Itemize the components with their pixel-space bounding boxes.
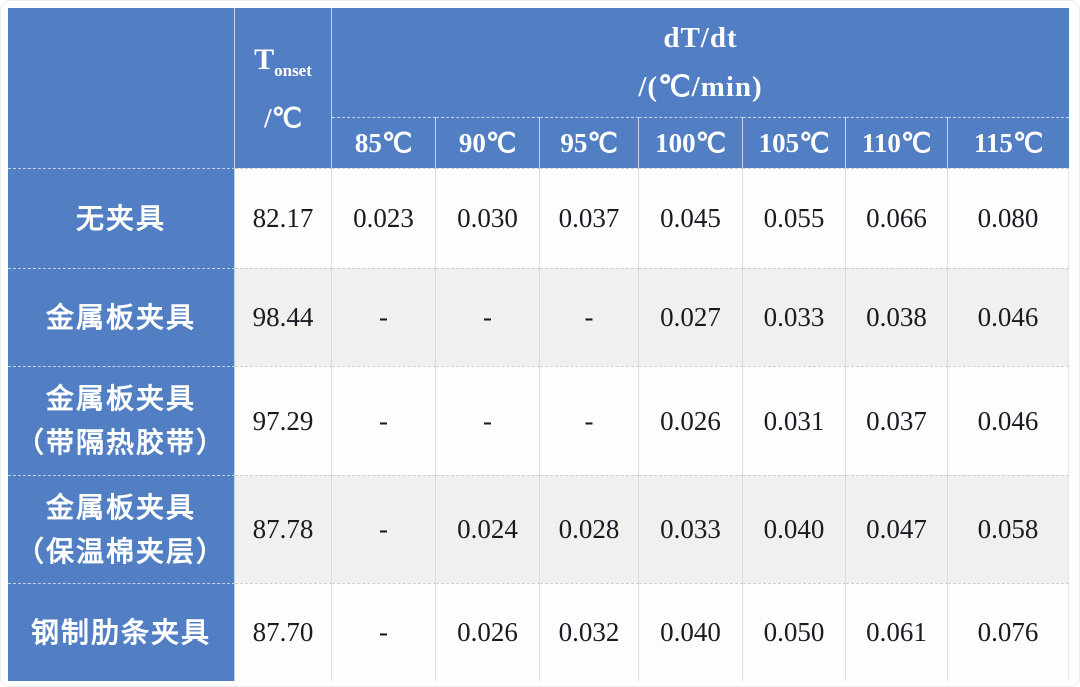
cell-value: 0.066 bbox=[846, 168, 948, 268]
cell-value: 0.027 bbox=[639, 268, 743, 366]
row-label-metal-plate-fixture: 金属板夹具 bbox=[8, 268, 235, 366]
tonset-unit: /℃ bbox=[264, 102, 302, 133]
cell-value: 0.040 bbox=[743, 475, 846, 583]
cell-value: 0.031 bbox=[743, 366, 846, 475]
cell-value: - bbox=[332, 583, 436, 681]
cell-value: 0.037 bbox=[846, 366, 948, 475]
thermal-data-table: Tonset /℃ dT/dt /(℃/min) 85℃ 90℃ 95℃ 100… bbox=[8, 8, 1069, 681]
cell-value: 0.023 bbox=[332, 168, 436, 268]
cell-value: 0.050 bbox=[743, 583, 846, 681]
cell-value: - bbox=[332, 475, 436, 583]
row-label-steel-rib-fixture: 钢制肋条夹具 bbox=[8, 583, 235, 681]
col-header-100c: 100℃ bbox=[639, 117, 743, 168]
col-header-115c: 115℃ bbox=[948, 117, 1069, 168]
tonset-symbol: Tonset bbox=[254, 42, 312, 80]
cell-value: 0.046 bbox=[948, 268, 1069, 366]
dtdt-label: dT/dt bbox=[663, 21, 738, 54]
cell-tonset: 87.78 bbox=[235, 475, 332, 583]
cell-value: 0.058 bbox=[948, 475, 1069, 583]
cell-value: 0.045 bbox=[639, 168, 743, 268]
cell-value: - bbox=[436, 366, 540, 475]
cell-tonset: 87.70 bbox=[235, 583, 332, 681]
cell-value: 0.076 bbox=[948, 583, 1069, 681]
tonset-subscript: onset bbox=[274, 60, 312, 80]
dtdt-group-header: dT/dt /(℃/min) bbox=[332, 8, 1069, 117]
cell-value: 0.038 bbox=[846, 268, 948, 366]
row-label-no-fixture: 无夹具 bbox=[8, 168, 235, 268]
col-header-110c: 110℃ bbox=[846, 117, 948, 168]
dtdt-unit: /(℃/min) bbox=[638, 70, 763, 103]
col-header-90c: 90℃ bbox=[436, 117, 540, 168]
cell-value: 0.026 bbox=[639, 366, 743, 475]
cell-value: 0.046 bbox=[948, 366, 1069, 475]
col-header-95c: 95℃ bbox=[540, 117, 639, 168]
col-header-105c: 105℃ bbox=[743, 117, 846, 168]
cell-value: 0.037 bbox=[540, 168, 639, 268]
cell-value: 0.040 bbox=[639, 583, 743, 681]
cell-tonset: 97.29 bbox=[235, 366, 332, 475]
cell-value: 0.055 bbox=[743, 168, 846, 268]
cell-value: - bbox=[540, 268, 639, 366]
row-label-metal-plate-insulation-cotton: 金属板夹具 （保温棉夹层） bbox=[8, 475, 235, 583]
cell-value: 0.032 bbox=[540, 583, 639, 681]
cell-value: 0.080 bbox=[948, 168, 1069, 268]
cell-value: 0.030 bbox=[436, 168, 540, 268]
cell-tonset: 98.44 bbox=[235, 268, 332, 366]
cell-value: 0.028 bbox=[540, 475, 639, 583]
cell-value: 0.033 bbox=[639, 475, 743, 583]
cell-value: 0.024 bbox=[436, 475, 540, 583]
cell-value: 0.033 bbox=[743, 268, 846, 366]
corner-header-cell bbox=[8, 8, 235, 168]
row-label-metal-plate-insulation-tape: 金属板夹具 （带隔热胶带） bbox=[8, 366, 235, 475]
tonset-column-header: Tonset /℃ bbox=[235, 8, 332, 168]
col-header-85c: 85℃ bbox=[332, 117, 436, 168]
cell-value: - bbox=[332, 366, 436, 475]
cell-value: 0.026 bbox=[436, 583, 540, 681]
cell-value: - bbox=[332, 268, 436, 366]
cell-tonset: 82.17 bbox=[235, 168, 332, 268]
cell-value: - bbox=[540, 366, 639, 475]
cell-value: 0.047 bbox=[846, 475, 948, 583]
cell-value: - bbox=[436, 268, 540, 366]
cell-value: 0.061 bbox=[846, 583, 948, 681]
